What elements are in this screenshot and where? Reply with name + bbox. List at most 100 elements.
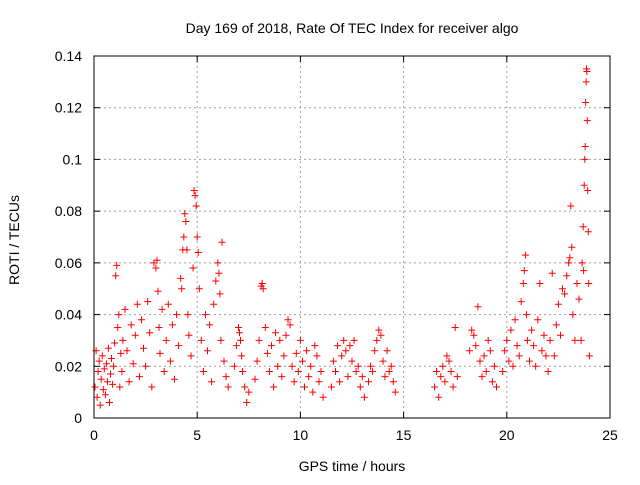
- data-point: [381, 373, 389, 381]
- data-point: [486, 347, 494, 355]
- data-point: [520, 267, 528, 275]
- data-point: [484, 336, 492, 344]
- data-point: [445, 357, 453, 365]
- data-point: [206, 321, 214, 329]
- data-point: [334, 342, 342, 350]
- data-point: [284, 316, 292, 324]
- data-point: [272, 329, 280, 337]
- data-point: [544, 368, 552, 375]
- data-point: [513, 342, 521, 350]
- data-point: [106, 399, 113, 406]
- data-point: [453, 373, 461, 381]
- data-point: [585, 280, 593, 287]
- data-point: [470, 331, 478, 339]
- x-tick-label: 25: [602, 427, 618, 443]
- data-point: [171, 375, 178, 383]
- data-point: [192, 202, 200, 210]
- data-point: [352, 368, 360, 375]
- data-point: [164, 300, 172, 308]
- data-point: [373, 336, 381, 344]
- y-tick-label: 0.1: [63, 151, 83, 167]
- data-point: [503, 336, 511, 344]
- data-point: [577, 336, 585, 344]
- data-point: [439, 362, 447, 370]
- data-point: [365, 378, 372, 386]
- data-point: [431, 383, 439, 391]
- data-point: [187, 352, 195, 360]
- y-tick-label: 0.08: [55, 203, 82, 219]
- data-point: [358, 373, 366, 381]
- data-point: [522, 311, 530, 319]
- data-point: [263, 349, 271, 357]
- y-tick-label: 0.04: [55, 307, 82, 323]
- data-point: [350, 336, 358, 344]
- x-tick-label: 5: [193, 427, 201, 443]
- data-point: [578, 259, 586, 267]
- data-point: [466, 347, 474, 355]
- data-point: [579, 223, 587, 231]
- data-point: [377, 331, 385, 339]
- data-point: [367, 362, 375, 370]
- data-point: [91, 383, 99, 391]
- data-point: [235, 324, 242, 331]
- data-point: [301, 383, 308, 391]
- data-point: [296, 336, 304, 344]
- data-point: [583, 68, 591, 75]
- data-point: [474, 303, 482, 311]
- data-point: [468, 326, 476, 334]
- data-point: [583, 117, 591, 125]
- data-point: [276, 336, 284, 344]
- data-point: [294, 368, 302, 375]
- data-point: [340, 336, 348, 344]
- data-point: [104, 344, 112, 352]
- data-point: [532, 362, 540, 370]
- data-point: [561, 290, 569, 298]
- data-point: [146, 329, 154, 337]
- data-point: [585, 352, 593, 360]
- data-point: [97, 375, 105, 383]
- data-point: [449, 383, 457, 391]
- data-point: [490, 362, 498, 370]
- data-point: [391, 388, 399, 396]
- data-point: [550, 352, 558, 360]
- data-point: [526, 357, 533, 365]
- data-point: [255, 336, 263, 344]
- data-point: [93, 393, 101, 401]
- data-point: [220, 357, 228, 365]
- data-point: [371, 347, 379, 355]
- data-point: [292, 349, 300, 357]
- data-point: [447, 368, 455, 375]
- data-point: [554, 300, 562, 308]
- data-point: [573, 280, 581, 287]
- data-point: [519, 280, 527, 287]
- data-point: [243, 399, 251, 406]
- data-point: [118, 368, 126, 375]
- data-point: [282, 331, 290, 339]
- data-point: [443, 352, 451, 360]
- data-point: [232, 342, 240, 350]
- data-point: [127, 321, 135, 329]
- data-point: [567, 202, 575, 210]
- data-point: [307, 362, 315, 370]
- data-point: [437, 373, 445, 381]
- data-point: [582, 99, 590, 106]
- data-point: [568, 243, 576, 251]
- data-point: [185, 331, 193, 339]
- data-point: [237, 336, 244, 344]
- data-point: [180, 233, 188, 241]
- data-point: [115, 311, 123, 319]
- data-point: [121, 305, 129, 313]
- data-point: [569, 311, 577, 319]
- data-point: [182, 218, 190, 225]
- data-point: [265, 368, 273, 375]
- data-point: [125, 378, 133, 386]
- data-point: [344, 373, 352, 381]
- data-point: [245, 388, 253, 396]
- data-point: [251, 375, 259, 383]
- data-point: [112, 272, 120, 280]
- data-point: [153, 256, 161, 264]
- data-point: [119, 336, 127, 344]
- x-tick-label: 10: [293, 427, 309, 443]
- data-point: [173, 311, 181, 319]
- data-point: [515, 352, 523, 360]
